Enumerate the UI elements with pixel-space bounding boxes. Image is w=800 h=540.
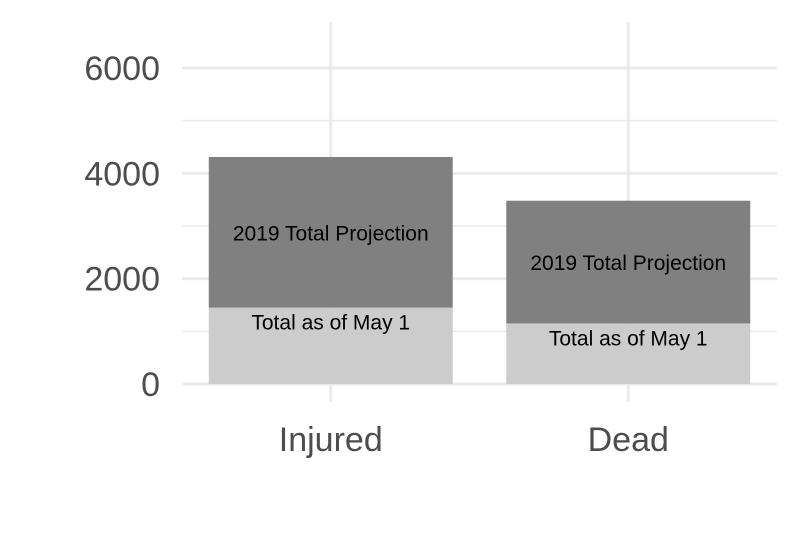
- y-axis: 0 2000 4000 6000: [84, 50, 160, 404]
- y-tick-label: 0: [141, 366, 160, 404]
- segment-label: 2019 Total Projection: [530, 252, 726, 275]
- y-tick-label: 4000: [84, 155, 160, 193]
- bar-segment-may1: [208, 307, 453, 384]
- y-tick-label: 2000: [84, 261, 160, 299]
- x-axis: Injured Dead: [279, 421, 669, 459]
- x-tick-label: Dead: [588, 421, 669, 459]
- segment-label: Total as of May 1: [251, 312, 410, 335]
- bar-segment-may1: [506, 323, 751, 384]
- bars: [208, 157, 751, 384]
- segment-labels: Total as of May 1 2019 Total Projection To…: [233, 222, 726, 350]
- segment-label: Total as of May 1: [549, 327, 708, 350]
- bar-segment-projection: [208, 157, 453, 308]
- segment-label: 2019 Total Projection: [233, 222, 429, 245]
- y-tick-label: 6000: [84, 50, 160, 88]
- bar-segment-projection: [506, 200, 751, 324]
- x-tick-label: Injured: [279, 421, 383, 459]
